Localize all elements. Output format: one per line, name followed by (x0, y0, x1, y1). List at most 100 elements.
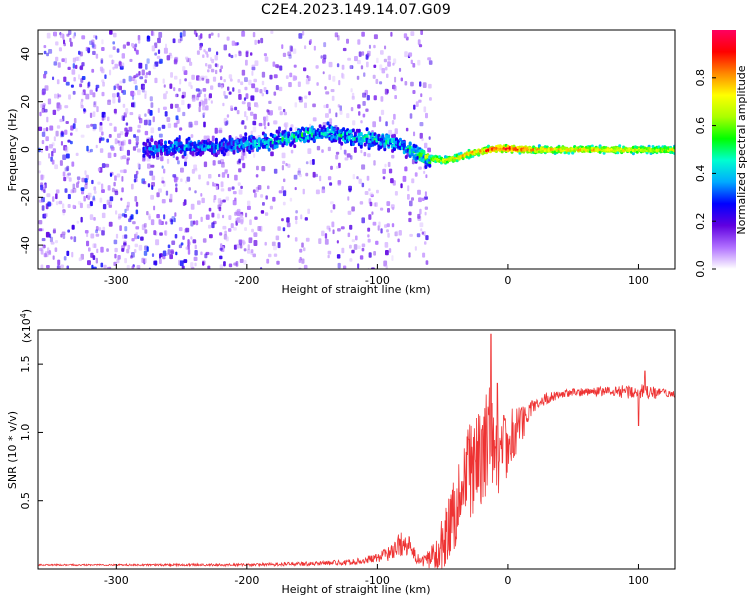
ridge-cell (248, 150, 252, 154)
noise-cell (356, 176, 359, 180)
noise-cell (294, 215, 298, 221)
noise-cell (217, 160, 221, 165)
ridge-cell (232, 150, 236, 155)
noise-cell (75, 127, 78, 132)
noise-cell (249, 219, 252, 226)
noise-cell (101, 39, 104, 45)
noise-cell (307, 148, 312, 154)
ridge-cell (289, 127, 293, 132)
noise-cell (109, 30, 113, 35)
noise-cell (175, 187, 178, 193)
noise-cell (155, 239, 160, 246)
noise-cell (281, 218, 284, 222)
noise-cell (410, 59, 413, 65)
noise-cell (330, 165, 333, 170)
noise-cell (124, 226, 128, 232)
noise-cell (250, 52, 253, 56)
noise-cell (335, 154, 339, 160)
noise-cell (275, 64, 279, 68)
noise-cell (217, 33, 220, 38)
ridge-cell (265, 145, 269, 149)
noise-cell (131, 43, 134, 47)
noise-cell (425, 260, 429, 265)
noise-cell (168, 52, 172, 56)
noise-cell (331, 221, 335, 228)
noise-cell (92, 195, 95, 201)
noise-cell (419, 122, 424, 127)
noise-cell (187, 239, 190, 245)
noise-cell (373, 95, 377, 101)
noise-cell (313, 45, 316, 51)
noise-cell (137, 35, 141, 41)
noise-cell (190, 203, 195, 210)
noise-cell (354, 56, 358, 62)
noise-cell (78, 257, 82, 262)
noise-cell (106, 199, 111, 205)
noise-cell (163, 106, 167, 110)
noise-cell (73, 77, 76, 82)
noise-cell (294, 102, 298, 108)
noise-cell (137, 148, 141, 153)
noise-cell (270, 151, 274, 157)
noise-cell (159, 58, 163, 64)
noise-cell (428, 136, 431, 140)
noise-cell (329, 118, 333, 124)
noise-cell (107, 266, 111, 269)
noise-cell (182, 111, 186, 117)
ridge-cell (459, 151, 463, 155)
noise-cell (100, 59, 103, 64)
noise-cell (308, 76, 311, 82)
noise-cell (122, 103, 126, 108)
noise-cell (47, 201, 51, 207)
noise-cell (424, 142, 428, 149)
noise-cell (318, 238, 322, 244)
noise-cell (244, 86, 248, 91)
noise-cell (219, 232, 223, 236)
noise-cell (251, 83, 256, 89)
noise-cell (367, 238, 371, 243)
noise-cell (350, 88, 353, 93)
noise-cell (182, 30, 186, 37)
noise-cell (347, 196, 350, 201)
noise-cell (64, 57, 67, 64)
noise-cell (62, 154, 67, 160)
noise-cell (238, 51, 242, 57)
noise-cell (379, 81, 383, 85)
noise-cell (102, 204, 107, 210)
noise-cell (341, 64, 345, 70)
noise-cell (170, 103, 174, 109)
noise-cell (212, 76, 217, 82)
noise-cell (81, 190, 85, 195)
noise-cell (315, 173, 318, 178)
noise-cell (84, 230, 89, 234)
noise-cell (149, 170, 154, 176)
snr-y-ticks: 0.5 1.0 1.5 (19, 355, 43, 509)
noise-cell (169, 254, 173, 260)
noise-cell (101, 79, 105, 83)
noise-cell (179, 78, 182, 85)
noise-cell (49, 125, 54, 131)
noise-cell (113, 85, 116, 91)
noise-cell (358, 51, 362, 57)
noise-cell (305, 172, 309, 177)
noise-cell (283, 178, 286, 183)
ridge-cell (216, 150, 220, 155)
noise-cell (71, 251, 74, 258)
noise-cell (118, 96, 121, 101)
noise-cell (107, 152, 112, 159)
noise-cell (234, 53, 237, 58)
noise-cell (305, 161, 309, 165)
noise-cell (134, 243, 138, 248)
noise-cell (326, 103, 329, 109)
noise-cell (52, 229, 56, 234)
noise-cell (72, 187, 77, 193)
noise-cell (337, 228, 341, 232)
noise-cell (67, 66, 71, 70)
noise-cell (108, 204, 112, 208)
noise-cell (200, 75, 205, 80)
noise-cell (52, 76, 55, 81)
noise-cell (233, 244, 237, 250)
noise-cell (165, 190, 169, 196)
noise-cell (181, 95, 185, 99)
